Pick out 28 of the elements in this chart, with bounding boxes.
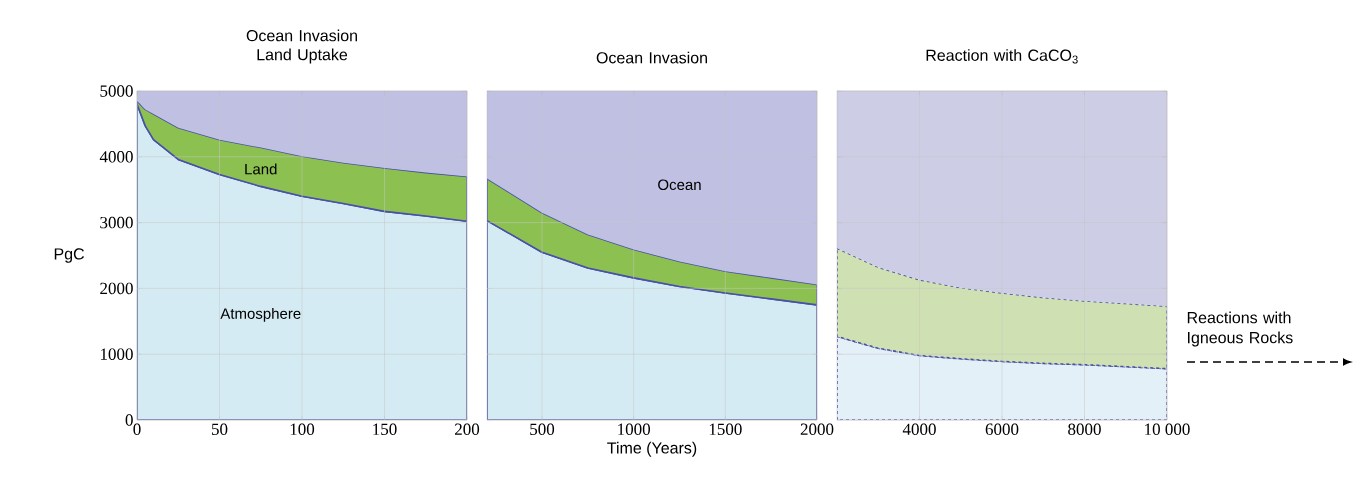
x-axis-title: Time (Years) <box>607 441 697 457</box>
x-tick-label: 100 <box>290 423 315 435</box>
y-tick-label: 3000 <box>100 216 133 229</box>
series-label: Ocean <box>658 179 701 191</box>
x-tick-label: 1500 <box>709 423 742 435</box>
x-tick-label: 150 <box>373 423 397 435</box>
x-tick-label: 4000 <box>902 423 936 435</box>
y-tick-label: 4000 <box>99 151 133 163</box>
series-label: Land <box>245 163 277 175</box>
x-tick-label: 50 <box>212 423 228 435</box>
x-tick-label: 2000 <box>800 423 834 435</box>
x-tick-label: 10 000 <box>1145 423 1190 435</box>
y-tick-label: 2000 <box>100 282 133 295</box>
series-label: Atmosphere <box>220 307 301 322</box>
x-tick-label: 200 <box>455 423 480 435</box>
x-tick-label: 8000 <box>1068 423 1101 435</box>
x-tick-label: 0 <box>133 423 141 435</box>
y-tick-label: 1000 <box>100 348 133 360</box>
text: Reactions with Igneous Rocks <box>1187 311 1293 347</box>
chart-title: Reaction with CaCO$_{3}$ <box>926 49 1078 64</box>
chart-title: Ocean Invasion <box>596 51 707 64</box>
chart-title: Ocean Invasion Land Uptake <box>246 29 357 64</box>
x-tick-label: 500 <box>530 423 555 435</box>
y-axis-title: PgC <box>54 248 84 263</box>
x-tick-label: 6000 <box>985 423 1019 435</box>
x-tick-label: 1000 <box>618 423 651 435</box>
y-tick-label: 5000 <box>100 85 133 97</box>
y-tick-label: 0 <box>125 414 133 426</box>
